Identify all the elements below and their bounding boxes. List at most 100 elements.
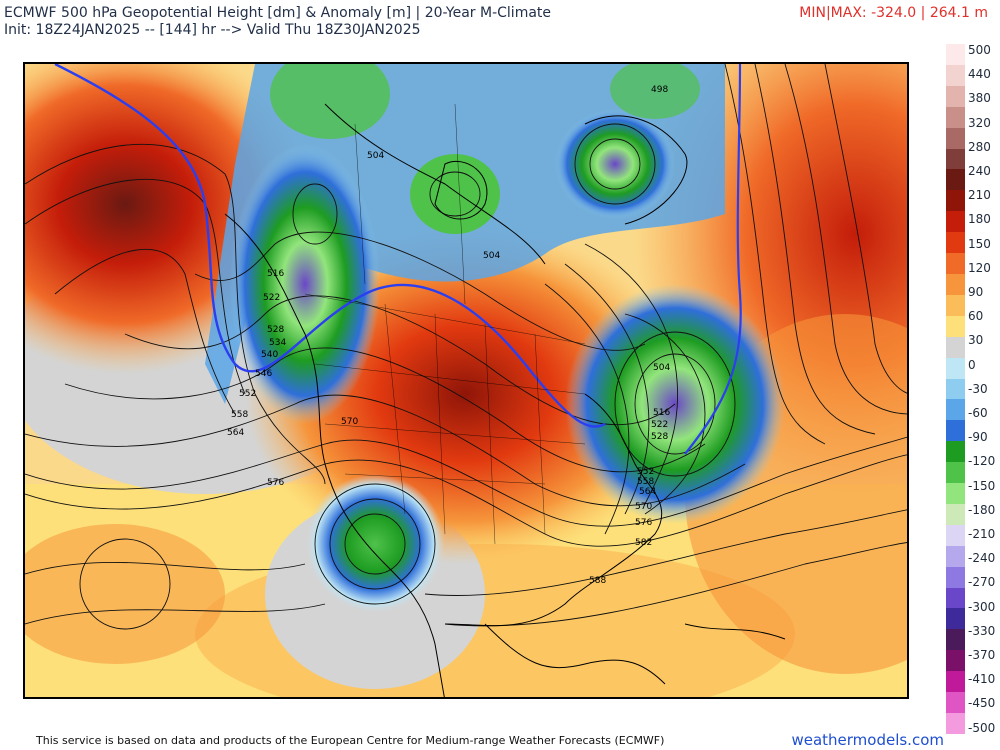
height-contours [25, 64, 907, 630]
minmax-readout: MIN|MAX: -324.0 | 264.1 m [799, 5, 988, 21]
colorbar-swatch [946, 106, 965, 128]
anomaly-colorbar [946, 44, 965, 734]
colorbar-label: 500 [968, 43, 991, 57]
anomaly-southwest-cutoff [305, 474, 445, 614]
colorbar-label: 440 [968, 67, 991, 82]
colorbar-swatch [946, 524, 965, 546]
colorbar-label: -300 [968, 599, 996, 614]
anomaly-hudson-low [410, 154, 500, 234]
colorbar-label: -500 [968, 720, 996, 735]
contour-label: 576 [267, 478, 284, 488]
contour-label: 570 [635, 502, 652, 512]
colorbar-swatch [946, 378, 965, 400]
colorbar-label: -240 [968, 551, 996, 566]
anomaly-west-coast-trough [230, 144, 380, 424]
colorbar-swatch [946, 294, 965, 316]
contour-540-line [54, 64, 606, 428]
chart-title: ECMWF 500 hPa Geopotential Height [dm] &… [4, 5, 551, 39]
contour-label: 516 [267, 269, 284, 279]
colorbar-label: 320 [968, 115, 991, 130]
colorbar-label: 180 [968, 212, 991, 227]
contour-label: 522 [263, 293, 280, 303]
colorbar-swatch [946, 336, 965, 358]
colorbar-swatch [946, 357, 965, 379]
contour-label: 576 [635, 518, 652, 528]
colorbar-swatch [946, 253, 965, 274]
colorbar-swatch [946, 650, 965, 672]
colorbar-swatch [946, 44, 965, 65]
contour-label: 564 [227, 428, 244, 438]
colorbar-swatch [946, 399, 965, 421]
contour-label: 552 [637, 467, 654, 477]
title-line-1: ECMWF 500 hPa Geopotential Height [dm] &… [4, 5, 552, 21]
colorbar-swatch [946, 420, 965, 442]
colorbar-label: 120 [968, 260, 991, 275]
brand-link[interactable]: weathermodels.com [791, 731, 944, 749]
colorbar-swatch [946, 232, 965, 254]
political-borders [304, 103, 586, 545]
contour-label: 528 [267, 325, 284, 335]
colorbar-swatch [946, 462, 965, 484]
colorbar-label: -90 [968, 430, 988, 445]
contour-label: 558 [637, 477, 654, 487]
anomaly-arctic-green [270, 64, 390, 139]
contour-label: 504 [367, 151, 384, 161]
coastlines [224, 103, 786, 697]
contour-label: 504 [483, 251, 500, 261]
colorbar-swatch [946, 545, 965, 567]
colorbar-swatch [946, 608, 965, 630]
contour-label: 546 [255, 369, 272, 379]
colorbar-swatch [946, 671, 965, 693]
contour-labels: 504 516 522 528 534 540 546 552 558 564 … [227, 85, 670, 586]
colorbar-swatch [946, 127, 965, 149]
colorbar-swatch [946, 273, 965, 295]
colorbar-label: 280 [968, 139, 991, 154]
contour-label: 564 [639, 487, 656, 497]
colorbar-label: -330 [968, 623, 996, 638]
colorbar-label: 150 [968, 236, 991, 251]
colorbar-label: 240 [968, 164, 991, 179]
contour-label: 558 [231, 410, 248, 420]
colorbar-label: -120 [968, 454, 996, 469]
colorbar-swatch [946, 566, 965, 588]
contour-label: 516 [653, 408, 670, 418]
colorbar-swatch [946, 503, 965, 525]
contour-label: 588 [589, 576, 606, 586]
anomaly-baffin-low [555, 109, 675, 219]
colorbar-label: 210 [968, 188, 991, 203]
contour-label: 498 [651, 85, 668, 95]
colorbar-label: 90 [968, 285, 984, 300]
contour-label: 528 [651, 432, 668, 442]
colorbar-swatch [946, 148, 965, 170]
contour-label: 552 [239, 389, 256, 399]
contour-label: 522 [651, 420, 668, 430]
contour-label: 570 [341, 417, 358, 427]
colorbar-swatch [946, 190, 965, 212]
anomaly-pacific-warm-south [25, 524, 225, 664]
colorbar-swatch [946, 85, 965, 107]
colorbar-swatch [946, 441, 965, 463]
contour-label: 534 [269, 338, 286, 348]
colorbar-label: 380 [968, 91, 991, 106]
colorbar-label: -150 [968, 478, 996, 493]
colorbar-swatch [946, 315, 965, 337]
colorbar-label: -450 [968, 696, 996, 711]
contour-540-line-east [684, 64, 742, 455]
colorbar-label: -210 [968, 527, 996, 542]
colorbar-label: 30 [968, 333, 984, 348]
title-line-2: Init: 18Z24JAN2025 -- [144] hr --> Valid… [4, 22, 421, 38]
colorbar-swatch [946, 211, 965, 233]
colorbar-swatch [946, 587, 965, 609]
colorbar-label: -60 [968, 406, 988, 421]
contour-label: 504 [653, 363, 670, 373]
colorbar-label: -270 [968, 575, 996, 590]
contour-label: 540 [261, 350, 278, 360]
colorbar-swatch [946, 629, 965, 651]
anomaly-greenland-green [610, 64, 700, 119]
anomaly-map[interactable]: 504 516 522 528 534 540 546 552 558 564 … [23, 62, 909, 699]
attribution-text: This service is based on data and produc… [36, 734, 665, 747]
colorbar-swatch [946, 713, 965, 734]
colorbar-label: -180 [968, 502, 996, 517]
colorbar-label: -30 [968, 381, 988, 396]
colorbar-swatch [946, 483, 965, 504]
